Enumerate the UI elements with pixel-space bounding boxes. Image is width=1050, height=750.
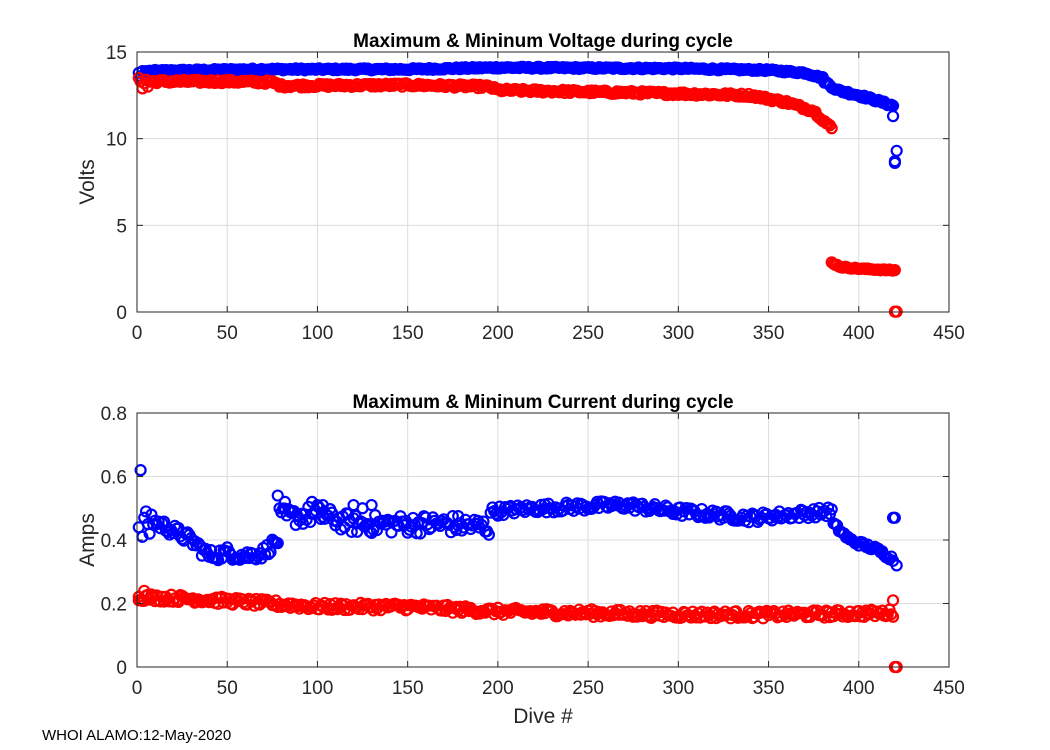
- chart-title: Maximum & Mininum Current during cycle: [352, 392, 733, 413]
- chart-2: 0 50 100 150 200 250 300 350 400 450 0 0.2 0.4 0.6 0.8…: [76, 392, 965, 728]
- x-tick-label: 100: [302, 678, 334, 699]
- y-tick-label: 0: [116, 303, 127, 324]
- x-tick-label: 450: [933, 323, 965, 344]
- x-tick-label: 200: [482, 678, 514, 699]
- data-point-maximum: [134, 464, 147, 477]
- y-axis-label: Volts: [76, 159, 99, 205]
- series-minimum: [132, 71, 903, 318]
- data-point-maximum: [271, 537, 284, 550]
- x-tick-label: 250: [572, 323, 604, 344]
- y-tick-label: 0.8: [101, 404, 127, 425]
- x-axis-label: Dive #: [513, 705, 573, 728]
- data-point-maximum: [888, 511, 901, 524]
- footer-label: WHOI ALAMO:12-May-2020: [42, 727, 232, 744]
- data-point-maximum: [264, 546, 277, 559]
- data-point-minimum: [886, 594, 900, 607]
- x-tick-label: 200: [482, 323, 514, 344]
- data-point-maximum: [886, 110, 900, 123]
- data-point-maximum: [499, 500, 512, 514]
- data-point-maximum: [450, 523, 463, 537]
- y-tick-label: 0.2: [101, 595, 127, 616]
- x-tick-label: 0: [132, 678, 143, 699]
- y-tick-label: 10: [106, 130, 127, 151]
- data-point-maximum: [345, 525, 358, 538]
- chart-1: 0 50 100 150 200 250 300 350 400 450 0 5 10 15 Maximum…: [76, 31, 965, 344]
- x-tick-label: 50: [217, 678, 238, 699]
- data-point-minimum: [132, 594, 145, 607]
- chart-title: Maximum & Mininum Voltage during cycle: [353, 31, 733, 52]
- data-point-maximum: [890, 144, 903, 157]
- data-point-maximum: [278, 495, 292, 508]
- data-point-maximum: [271, 489, 284, 502]
- data-point-maximum: [446, 509, 459, 523]
- axes-box: [136, 51, 950, 313]
- data-point-minimum: [825, 122, 838, 135]
- data-point-maximum: [365, 498, 378, 512]
- y-tick-label: 0.6: [101, 468, 127, 489]
- data-point-maximum: [890, 559, 903, 572]
- y-tick-label: 0.4: [101, 531, 128, 552]
- x-tick-label: 450: [933, 678, 965, 699]
- x-tick-label: 400: [843, 323, 875, 344]
- x-tick-label: 150: [392, 678, 424, 699]
- data-point-maximum: [370, 523, 384, 537]
- x-tick-label: 350: [753, 323, 785, 344]
- series-maximum: [132, 464, 903, 572]
- y-tick-label: 15: [106, 43, 127, 64]
- series-maximum: [132, 60, 903, 170]
- x-tick-label: 250: [572, 678, 604, 699]
- x-tick-label: 350: [753, 678, 785, 699]
- y-tick-label: 0: [116, 658, 127, 679]
- x-tick-label: 150: [392, 323, 424, 344]
- data-point-maximum: [262, 547, 275, 561]
- y-axis-label: Amps: [76, 513, 99, 567]
- series-minimum: [132, 584, 903, 674]
- data-point-minimum: [886, 610, 900, 623]
- x-tick-label: 400: [843, 678, 875, 699]
- data-point-minimum: [145, 591, 158, 604]
- x-tick-label: 300: [662, 323, 694, 344]
- x-tick-label: 50: [217, 323, 238, 344]
- data-point-minimum: [138, 584, 151, 597]
- data-point-minimum: [885, 608, 898, 621]
- x-tick-label: 100: [302, 323, 334, 344]
- data-point-maximum: [482, 528, 495, 541]
- data-point-maximum: [316, 498, 329, 512]
- x-tick-label: 0: [132, 323, 143, 344]
- data-point-maximum: [369, 509, 382, 522]
- x-tick-label: 300: [662, 678, 694, 699]
- y-tick-label: 5: [116, 216, 127, 237]
- data-point-maximum: [311, 498, 324, 512]
- data-point-maximum: [138, 511, 151, 524]
- data-point-minimum: [888, 263, 901, 277]
- data-point-maximum: [825, 503, 838, 516]
